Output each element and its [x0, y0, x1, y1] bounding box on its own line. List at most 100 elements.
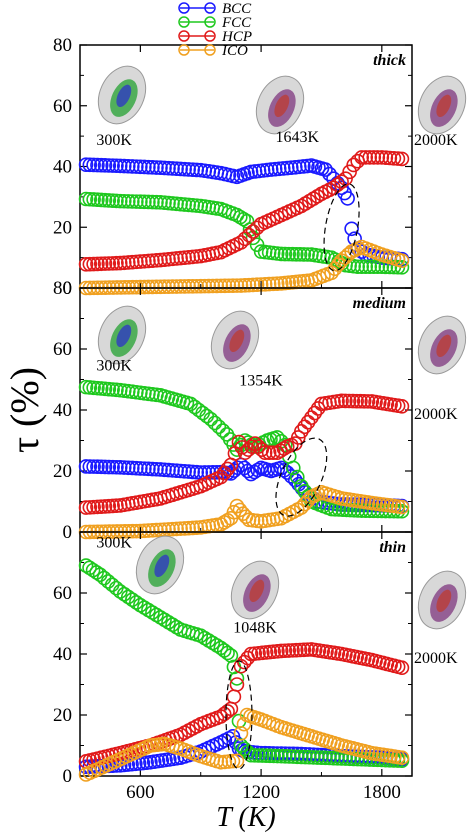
data-point-hcp	[394, 660, 410, 676]
data-point-hcp	[101, 498, 117, 514]
data-point-fcc	[173, 196, 188, 212]
data-point-bcc	[133, 159, 148, 175]
data-point-fcc	[292, 247, 308, 262]
data-point-fcc	[137, 194, 152, 210]
y-tick-label: 20	[53, 217, 72, 238]
data-point-fcc	[97, 192, 113, 208]
data-point-hcp	[292, 642, 308, 658]
data-point-fcc	[285, 749, 301, 764]
data-point-hcp	[97, 256, 113, 271]
data-point-hcp	[137, 253, 152, 269]
data-point-fcc	[273, 748, 289, 764]
data-point-ico	[149, 279, 164, 295]
data-point-hcp	[109, 255, 124, 271]
data-point-bcc	[137, 461, 152, 476]
data-point-fcc	[105, 193, 120, 208]
data-point-hcp	[354, 150, 369, 165]
series-hcp	[78, 393, 410, 515]
data-point-ico	[221, 754, 237, 769]
data-point-fcc	[318, 750, 333, 766]
data-point-bcc	[197, 465, 213, 480]
nanoparticle-inset	[210, 310, 260, 370]
data-point-hcp	[173, 250, 188, 266]
data-point-fcc	[177, 197, 192, 212]
data-point-fcc	[281, 749, 297, 764]
data-point-hcp	[277, 643, 293, 659]
legend-label: BCC	[222, 1, 252, 17]
data-point-hcp	[177, 250, 192, 265]
data-point-hcp	[120, 255, 136, 270]
nanoparticle-inset	[97, 305, 147, 365]
data-point-hcp	[310, 401, 326, 416]
data-point-ico	[213, 754, 229, 770]
data-point-bcc	[165, 463, 180, 478]
data-point-bcc	[283, 469, 299, 484]
data-point-fcc	[281, 246, 297, 262]
legend-label: HCP	[221, 29, 252, 45]
data-point-bcc	[125, 460, 140, 476]
data-point-fcc	[78, 558, 94, 573]
data-point-bcc	[133, 461, 148, 476]
y-tick-label: 20	[53, 705, 72, 726]
data-point-fcc	[207, 415, 223, 431]
data-point-fcc	[394, 260, 410, 275]
temperature-annotation: 300K	[96, 534, 132, 551]
data-point-bcc	[112, 158, 128, 174]
data-point-ico	[129, 279, 144, 295]
data-point-hcp	[300, 642, 315, 657]
data-point-hcp	[358, 150, 374, 165]
data-point-bcc	[101, 158, 117, 173]
data-point-ico	[221, 278, 237, 294]
data-point-bcc	[145, 461, 160, 477]
data-point-hcp	[90, 499, 105, 515]
data-point-fcc	[258, 748, 274, 764]
temperature-annotation: 1354K	[239, 373, 283, 390]
temperature-annotation: 1643K	[276, 129, 320, 146]
data-point-ico	[225, 753, 241, 769]
data-point-bcc	[189, 464, 205, 480]
data-point-fcc	[153, 195, 168, 210]
data-point-bcc	[173, 463, 188, 479]
particle-core-detail	[436, 94, 452, 118]
data-point-hcp	[109, 498, 124, 514]
panel-label: medium	[353, 295, 406, 312]
legend-label: ICO	[221, 43, 248, 59]
x-tick-label: 1800	[363, 782, 401, 803]
data-point-bcc	[344, 221, 359, 237]
data-point-ico	[229, 278, 245, 293]
data-point-bcc	[125, 159, 140, 174]
data-point-hcp	[153, 252, 168, 268]
data-point-bcc	[86, 157, 101, 173]
data-point-hcp	[296, 642, 312, 658]
data-point-hcp	[229, 677, 245, 692]
data-point-ico	[177, 279, 192, 294]
data-point-hcp	[281, 643, 297, 658]
particle-core-detail	[116, 84, 132, 108]
particle-core-detail	[436, 334, 452, 358]
data-point-fcc	[82, 560, 97, 576]
data-point-hcp	[362, 150, 378, 165]
y-tick-label: 40	[53, 644, 72, 665]
x-tick-label: 1200	[242, 782, 280, 803]
data-point-bcc	[90, 459, 105, 475]
x-axis-label: T (K)	[216, 802, 275, 833]
data-point-fcc	[255, 748, 270, 763]
data-point-fcc	[277, 749, 293, 764]
data-point-fcc	[145, 194, 160, 210]
data-point-hcp	[169, 251, 184, 266]
data-point-ico	[237, 278, 253, 293]
temperature-annotation: 1048K	[233, 620, 277, 637]
data-point-fcc	[149, 194, 164, 210]
data-point-hcp	[394, 151, 410, 167]
data-point-hcp	[129, 254, 144, 270]
data-point-hcp	[370, 150, 386, 165]
data-point-bcc	[209, 464, 225, 480]
data-point-fcc	[125, 592, 140, 608]
data-point-ico	[173, 521, 188, 536]
data-point-bcc	[129, 460, 144, 476]
data-point-bcc	[340, 191, 355, 206]
series-hcp	[78, 150, 410, 272]
data-point-hcp	[334, 174, 349, 189]
data-point-fcc	[129, 595, 144, 610]
data-point-hcp	[346, 157, 361, 173]
